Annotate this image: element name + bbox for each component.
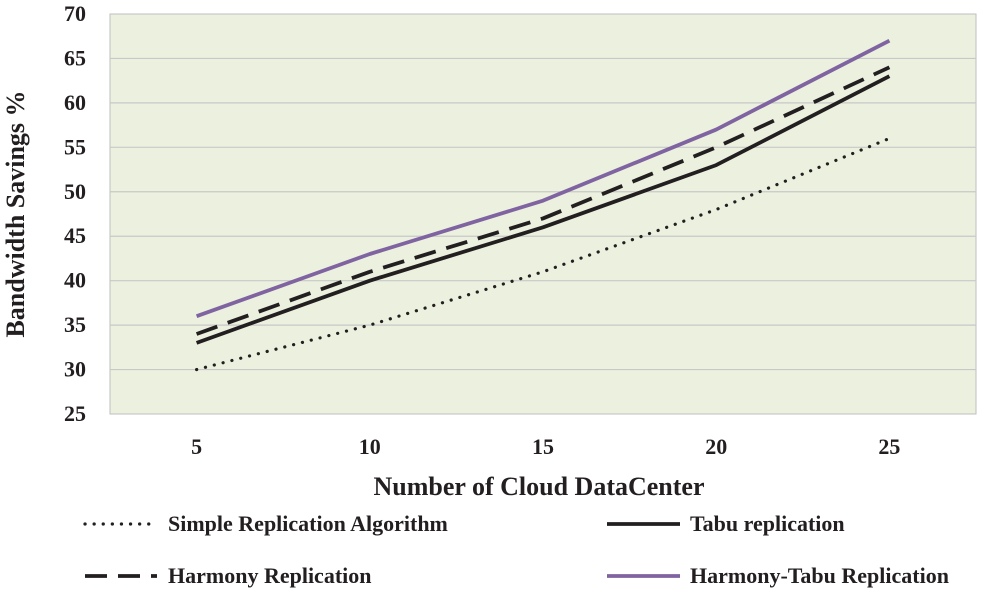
legend-label: Harmony Replication xyxy=(168,563,372,588)
x-tick-label: 10 xyxy=(359,434,381,459)
series-lines xyxy=(195,38,892,372)
y-tick-label: 50 xyxy=(64,179,86,204)
legend-entry: Harmony-Tabu Replication xyxy=(607,563,949,588)
legend-label: Harmony-Tabu Replication xyxy=(690,563,949,588)
legend-entry: Simple Replication Algorithm xyxy=(83,511,448,536)
series-1 xyxy=(195,74,891,345)
x-tick-label: 5 xyxy=(191,434,202,459)
y-tick-label: 30 xyxy=(64,357,86,382)
y-tick-label: 60 xyxy=(64,90,86,115)
legend: Simple Replication Algorithm Tabu replica… xyxy=(83,511,949,588)
y-axis-title: Bandwidth Savings % xyxy=(1,90,30,337)
x-axis-ticks: 5 10 15 20 25 xyxy=(191,434,900,459)
x-tick-label: 25 xyxy=(878,434,900,459)
x-axis-title: Number of Cloud DataCenter xyxy=(374,472,705,501)
y-tick-label: 25 xyxy=(64,401,86,426)
y-tick-label: 45 xyxy=(64,223,86,248)
plot-area xyxy=(109,13,977,415)
y-tick-label: 35 xyxy=(64,312,86,337)
gridlines xyxy=(110,57,976,371)
y-tick-label: 55 xyxy=(64,134,86,159)
series-3 xyxy=(195,38,891,319)
legend-entry: Tabu replication xyxy=(607,511,845,536)
series-0 xyxy=(195,136,892,372)
series-line xyxy=(195,65,891,336)
legend-label: Tabu replication xyxy=(690,511,845,536)
y-axis-ticks: 25 30 35 40 45 50 55 60 65 70 xyxy=(64,1,86,426)
series-2 xyxy=(195,65,891,336)
series-line xyxy=(195,38,891,319)
series-line xyxy=(195,74,891,345)
series-line xyxy=(195,136,892,372)
legend-label: Simple Replication Algorithm xyxy=(168,511,448,536)
x-tick-label: 20 xyxy=(705,434,727,459)
y-tick-label: 65 xyxy=(64,45,86,70)
y-tick-label: 70 xyxy=(64,1,86,26)
x-tick-label: 15 xyxy=(532,434,554,459)
y-tick-label: 40 xyxy=(64,268,86,293)
legend-entry: Harmony Replication xyxy=(85,563,372,588)
